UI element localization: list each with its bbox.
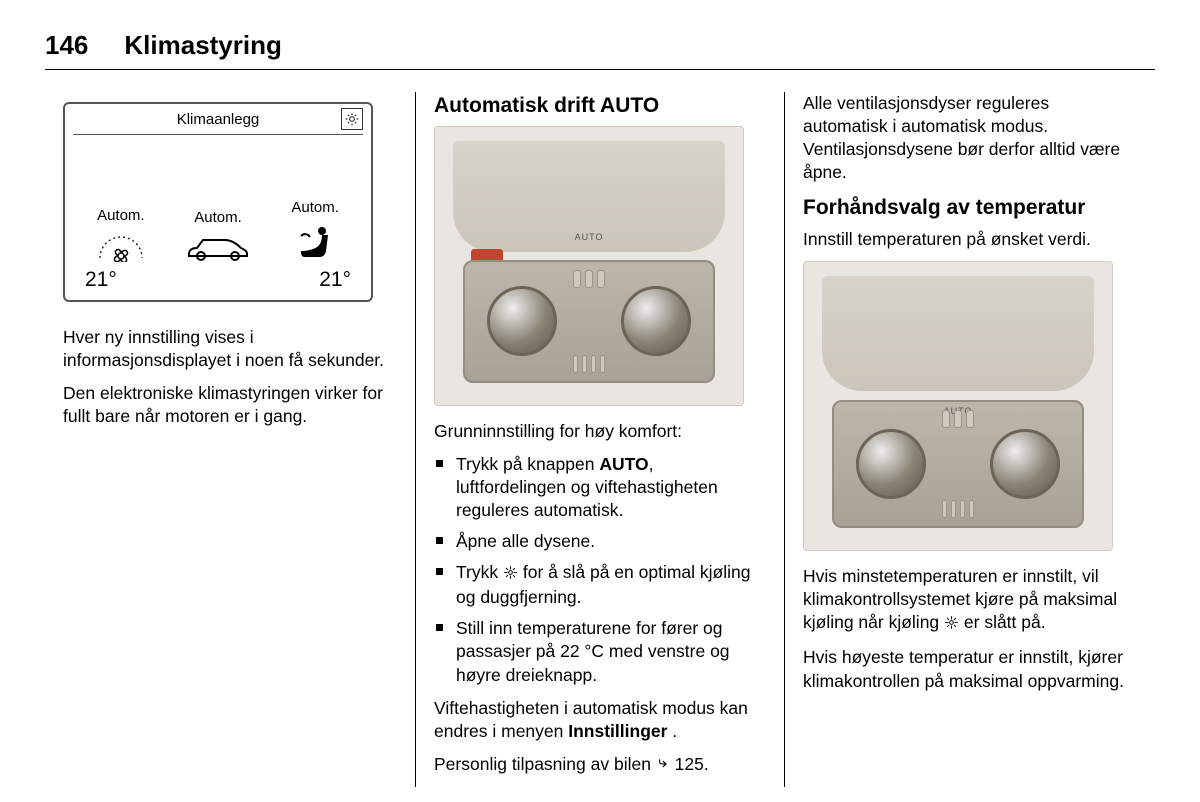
text: er slått på. [959, 612, 1046, 632]
fan-icon [73, 230, 169, 262]
page-ref: 125. [670, 754, 709, 774]
bullet-4: Still inn temperaturene for fører og pas… [434, 617, 766, 686]
dashboard-photo-1: AUTO [434, 126, 744, 406]
left-dial-icon [856, 429, 926, 499]
display-title-bar: Klimaanlegg [73, 110, 363, 135]
col2-after-2: Personlig tilpasning av bilen 125. [434, 753, 766, 777]
display-cell-seat: Autom. [267, 198, 363, 262]
temp-right: 21° [319, 266, 351, 294]
display-temp-row: 21° 21° [73, 262, 363, 296]
button-row-top [573, 270, 605, 288]
column-3: Alle ventilasjonsdyser reguleres automat… [785, 92, 1155, 787]
display-cell-fan: Autom. [73, 206, 169, 262]
cell-label: Autom. [170, 208, 266, 228]
auto-label: AUTO [575, 232, 604, 244]
reference-arrow-icon [656, 754, 670, 777]
cell-label: Autom. [73, 206, 169, 226]
col3-para-b2: Hvis høyeste temperatur er innstilt, kjø… [803, 646, 1137, 692]
settings-bold: Innstillinger [568, 721, 667, 741]
text: Trykk [456, 562, 503, 582]
display-title: Klimaanlegg [177, 111, 260, 128]
climate-display-figure: Klimaanlegg Autom. [63, 102, 373, 302]
col3-sub: Innstill temperaturen på ønsket verdi. [803, 228, 1137, 251]
button-row-bottom [942, 500, 974, 518]
button-row-bottom [573, 355, 605, 373]
temp-left: 21° [85, 266, 117, 294]
gear-icon [341, 108, 363, 130]
text: Personlig tilpasning av bilen [434, 754, 656, 774]
snowflake-icon [503, 563, 518, 586]
col2-bullet-list: Trykk på knappen AUTO, luftfordelingen o… [434, 453, 766, 687]
col2-after-1: Viftehastigheten i automatisk modus kan … [434, 697, 766, 743]
text: Trykk på knappen [456, 454, 599, 474]
bullet-3: Trykk for å slå på en optimal kjøling og… [434, 561, 766, 609]
col3-para-b1: Hvis minstetemperaturen er innstilt, vil… [803, 565, 1137, 636]
bullet-1: Trykk på knappen AUTO, luftfordelingen o… [434, 453, 766, 522]
button-row-top [942, 410, 974, 428]
col2-heading: Automatisk drift AUTO [434, 92, 766, 120]
display-mode-row: Autom. Autom. [73, 141, 363, 262]
bullet-2: Åpne alle dysene. [434, 530, 766, 553]
page-header: 146 Klimastyring [45, 30, 1155, 70]
control-panel [463, 260, 715, 383]
col3-top-para: Alle ventilasjonsdyser reguleres automat… [803, 92, 1137, 184]
col2-intro: Grunninnstilling for høy komfort: [434, 420, 766, 443]
column-1: Klimaanlegg Autom. [45, 92, 415, 787]
car-icon [170, 232, 266, 262]
column-2: Automatisk drift AUTO AUTO Grunninnstill… [415, 92, 785, 787]
right-dial-icon [621, 286, 691, 356]
display-cell-car: Autom. [170, 208, 266, 262]
col1-para-1: Hver ny innstilling vises i informasjons… [63, 326, 397, 372]
page-number: 146 [45, 30, 88, 61]
left-dial-icon [487, 286, 557, 356]
cell-label: Autom. [267, 198, 363, 218]
seat-person-icon [267, 222, 363, 262]
col1-para-2: Den elektroniske klimastyringen virker f… [63, 382, 397, 428]
chapter-title: Klimastyring [124, 30, 282, 61]
text: . [667, 721, 677, 741]
control-panel: AUTO [832, 400, 1084, 528]
dashboard-photo-2: AUTO [803, 261, 1113, 551]
col3-heading: Forhåndsvalg av temperatur [803, 194, 1137, 222]
snowflake-icon [944, 613, 959, 636]
three-column-layout: Klimaanlegg Autom. [45, 92, 1155, 782]
auto-bold: AUTO [599, 454, 648, 474]
right-dial-icon [990, 429, 1060, 499]
